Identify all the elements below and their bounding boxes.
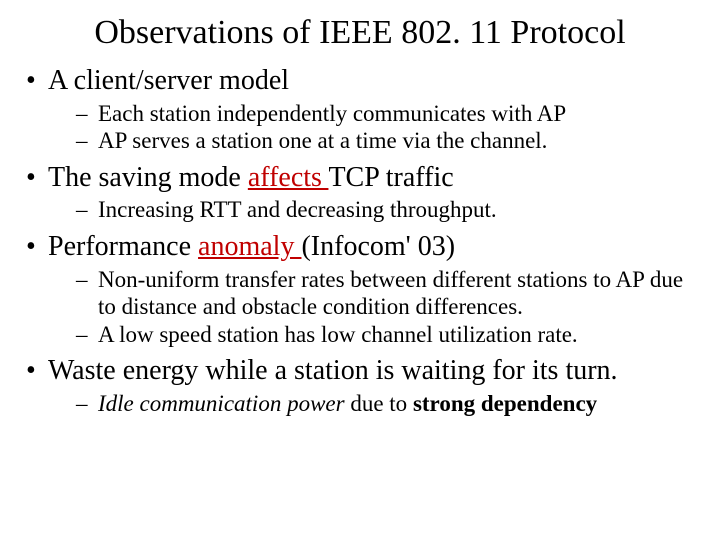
sub-bullet: A low speed station has low channel util… bbox=[48, 321, 696, 349]
sub-text: Each station independently communicates … bbox=[98, 101, 566, 126]
link-anomaly[interactable]: anomaly bbox=[198, 231, 301, 262]
bullet-saving-mode: The saving mode affects TCP traffic Incr… bbox=[24, 161, 696, 224]
bullet-text: Waste energy while a station is waiting … bbox=[48, 355, 618, 386]
bullet-performance-anomaly: Performance anomaly (Infocom' 03) Non-un… bbox=[24, 230, 696, 348]
sub-list: Non-uniform transfer rates between diffe… bbox=[48, 266, 696, 349]
sub-bullet: Each station independently communicates … bbox=[48, 100, 696, 128]
sub-text-bold: strong dependency bbox=[413, 391, 597, 416]
sub-bullet: AP serves a station one at a time via th… bbox=[48, 127, 696, 155]
bullet-client-server: A client/server model Each station indep… bbox=[24, 64, 696, 155]
slide: Observations of IEEE 802. 11 Protocol A … bbox=[0, 0, 720, 540]
bullet-text-pre: The saving mode bbox=[48, 162, 248, 193]
bullet-list: A client/server model Each station indep… bbox=[24, 64, 696, 418]
sub-text: Non-uniform transfer rates between diffe… bbox=[98, 267, 683, 320]
sub-list: Increasing RTT and decreasing throughput… bbox=[48, 196, 696, 224]
bullet-text-post: (Infocom' 03) bbox=[301, 231, 455, 262]
sub-text: AP serves a station one at a time via th… bbox=[98, 128, 547, 153]
bullet-text-pre: Performance bbox=[48, 231, 198, 262]
sub-bullet: Increasing RTT and decreasing throughput… bbox=[48, 196, 696, 224]
sub-text-mid: due to bbox=[345, 391, 413, 416]
link-affects[interactable]: affects bbox=[248, 162, 329, 193]
sub-bullet: Non-uniform transfer rates between diffe… bbox=[48, 266, 696, 321]
bullet-waste-energy: Waste energy while a station is waiting … bbox=[24, 354, 696, 417]
sub-bullet: Idle communication power due to strong d… bbox=[48, 390, 696, 418]
sub-list: Each station independently communicates … bbox=[48, 100, 696, 155]
bullet-text: A client/server model bbox=[48, 65, 289, 96]
sub-text: Increasing RTT and decreasing throughput… bbox=[98, 197, 497, 222]
sub-text: A low speed station has low channel util… bbox=[98, 322, 578, 347]
sub-list: Idle communication power due to strong d… bbox=[48, 390, 696, 418]
sub-text-em: Idle communication power bbox=[98, 391, 345, 416]
slide-title: Observations of IEEE 802. 11 Protocol bbox=[24, 14, 696, 52]
bullet-text-post: TCP traffic bbox=[328, 162, 453, 193]
